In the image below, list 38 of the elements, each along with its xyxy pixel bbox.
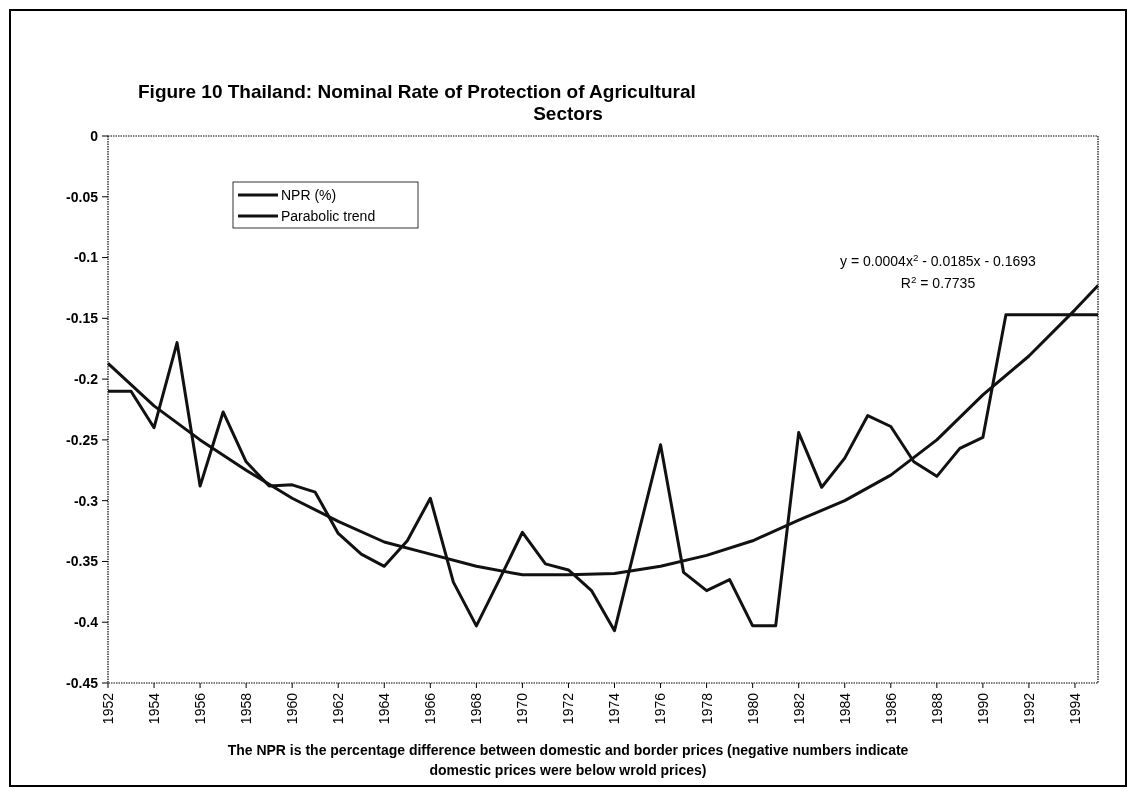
- y-tick-label: -0.3: [73, 492, 99, 509]
- x-tick-label: 1974: [606, 692, 623, 725]
- x-tick-label: 1990: [974, 692, 991, 725]
- legend-label: Parabolic trend: [281, 207, 376, 224]
- x-tick-label: 1960: [284, 692, 301, 725]
- x-tick-label: 1982: [790, 692, 807, 725]
- x-tick-label: 1994: [1066, 692, 1083, 725]
- y-tick-label: -0.35: [66, 553, 99, 570]
- x-tick-label: 1976: [652, 692, 669, 725]
- y-tick-label: -0.25: [66, 431, 99, 448]
- annotation: y = 0.0004x$^{2}$ - 0.0185x - 0.1693: [840, 251, 1037, 269]
- y-tick-label: -0.1: [73, 249, 99, 266]
- x-tick-label: 1972: [560, 692, 577, 725]
- y-tick-label: -0.15: [66, 310, 99, 327]
- x-tick-label: 1980: [744, 692, 761, 725]
- x-tick-label: 1958: [238, 692, 255, 725]
- y-tick-label: 0: [90, 127, 99, 144]
- x-tick-label: 1962: [330, 692, 347, 725]
- y-tick-label: -0.4: [73, 614, 99, 631]
- x-tick-label: 1966: [422, 692, 439, 725]
- x-tick-label: 1956: [191, 692, 208, 725]
- x-tick-label: 1986: [882, 692, 899, 725]
- x-tick-label: 1952: [99, 692, 116, 725]
- x-tick-label: 1984: [836, 692, 853, 725]
- y-tick-label: -0.45: [66, 674, 99, 691]
- legend-label: NPR (%): [281, 186, 337, 203]
- x-tick-label: 1970: [514, 692, 531, 725]
- annotation: R$^{2}$ = 0.7735: [900, 273, 976, 291]
- x-tick-label: 1988: [928, 692, 945, 725]
- x-tick-label: 1978: [698, 692, 715, 725]
- x-tick-label: 1968: [468, 692, 485, 725]
- x-tick-label: 1964: [376, 692, 393, 725]
- text: The NPR is the percentage difference between domestic and border prices (negative numbers indicate domestic prices were below wrold prices): [227, 742, 909, 778]
- chart-title: Figure 10 Thailand: Nominal Rate of Protection of Agricultural Sectors: [138, 81, 696, 124]
- x-tick-label: 1954: [145, 692, 162, 725]
- y-tick-label: -0.05: [66, 188, 99, 205]
- y-tick-label: -0.2: [73, 371, 99, 388]
- x-tick-label: 1992: [1020, 692, 1037, 725]
